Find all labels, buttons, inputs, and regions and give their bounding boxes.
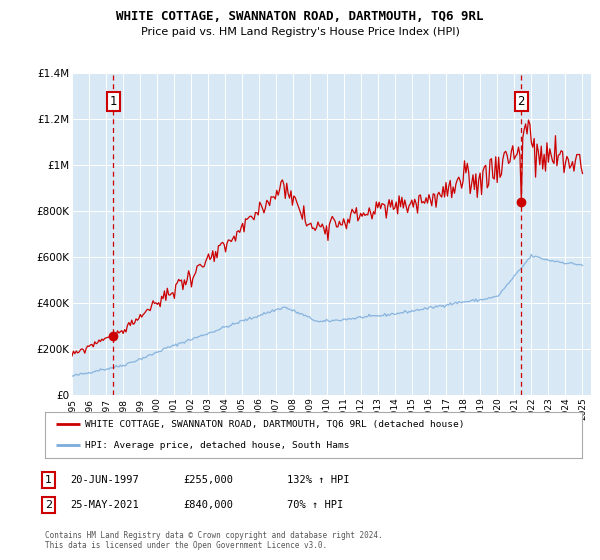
Text: 1: 1: [45, 475, 52, 485]
Text: 2: 2: [45, 500, 52, 510]
Text: £840,000: £840,000: [183, 500, 233, 510]
Text: 132% ↑ HPI: 132% ↑ HPI: [287, 475, 349, 485]
Text: 70% ↑ HPI: 70% ↑ HPI: [287, 500, 343, 510]
Text: 2: 2: [518, 95, 525, 108]
Text: 20-JUN-1997: 20-JUN-1997: [70, 475, 139, 485]
Text: Contains HM Land Registry data © Crown copyright and database right 2024.
This d: Contains HM Land Registry data © Crown c…: [45, 531, 383, 550]
Text: HPI: Average price, detached house, South Hams: HPI: Average price, detached house, Sout…: [85, 441, 350, 450]
Text: WHITE COTTAGE, SWANNATON ROAD, DARTMOUTH, TQ6 9RL: WHITE COTTAGE, SWANNATON ROAD, DARTMOUTH…: [116, 10, 484, 23]
Text: WHITE COTTAGE, SWANNATON ROAD, DARTMOUTH, TQ6 9RL (detached house): WHITE COTTAGE, SWANNATON ROAD, DARTMOUTH…: [85, 419, 465, 428]
Text: 25-MAY-2021: 25-MAY-2021: [70, 500, 139, 510]
Text: Price paid vs. HM Land Registry's House Price Index (HPI): Price paid vs. HM Land Registry's House …: [140, 27, 460, 37]
Text: 1: 1: [109, 95, 117, 108]
Text: £255,000: £255,000: [183, 475, 233, 485]
